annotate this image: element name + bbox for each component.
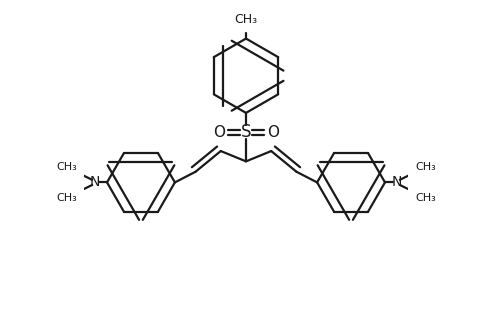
Text: CH₃: CH₃ [234,13,258,26]
Text: S: S [241,123,251,141]
Text: O: O [213,125,225,140]
Text: CH₃: CH₃ [415,162,436,172]
Text: CH₃: CH₃ [56,162,77,172]
Text: N: N [90,175,100,189]
Text: O: O [267,125,279,140]
Text: CH₃: CH₃ [56,193,77,203]
Text: N: N [392,175,402,189]
Text: CH₃: CH₃ [415,193,436,203]
